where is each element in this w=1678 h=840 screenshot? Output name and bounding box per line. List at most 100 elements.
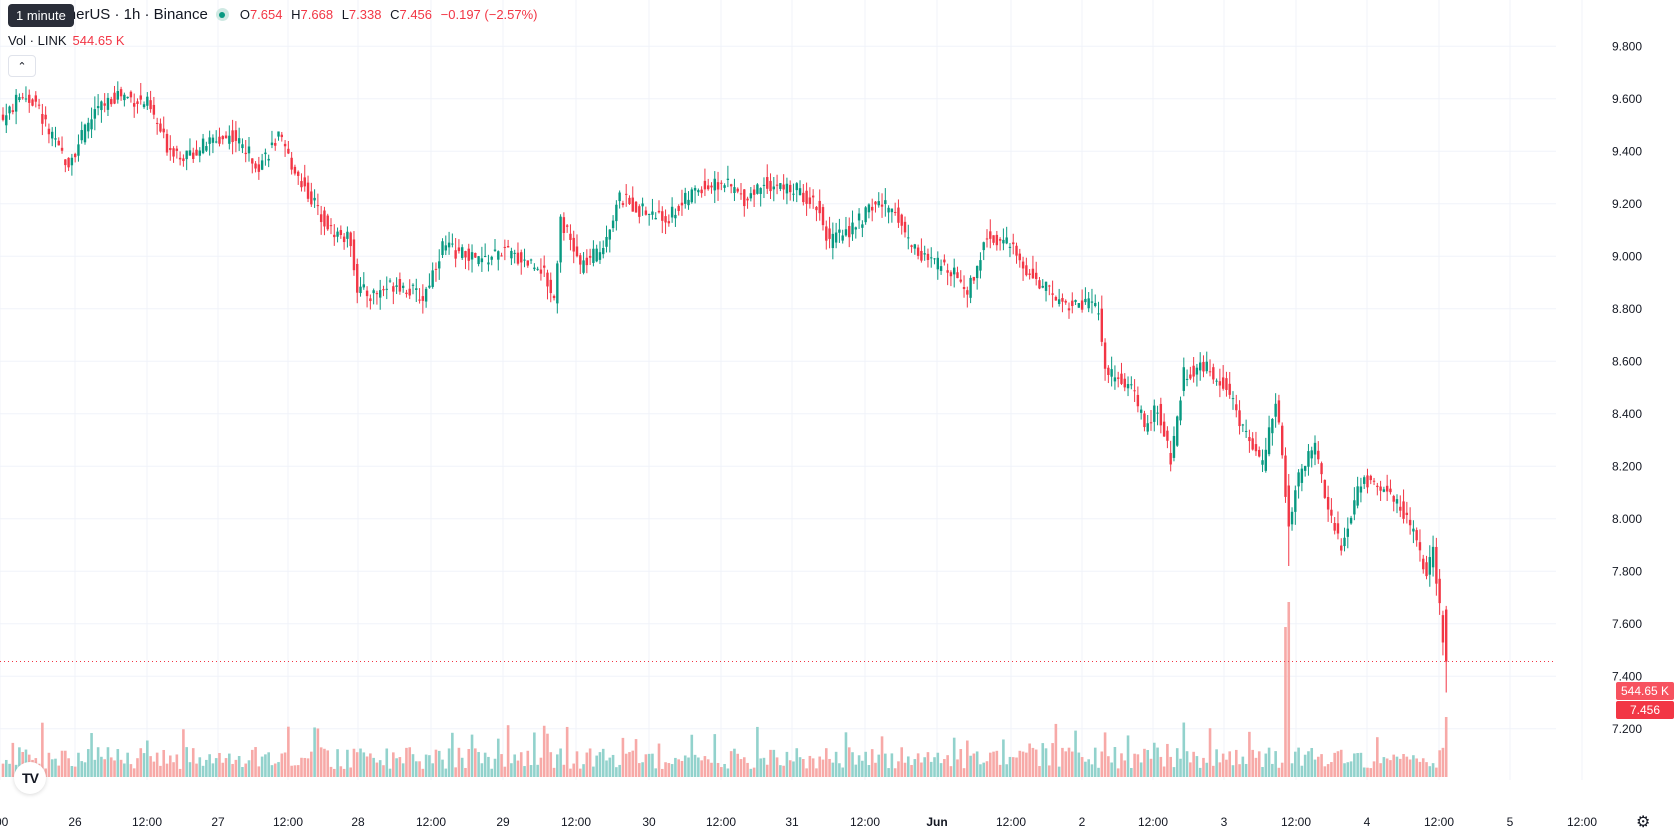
volume-bar xyxy=(136,758,139,777)
candle-body xyxy=(1359,486,1363,493)
volume-bar xyxy=(1307,751,1310,777)
candle-body xyxy=(667,221,671,224)
volume-bar xyxy=(296,765,300,777)
candle-body xyxy=(759,188,762,194)
volume-bar xyxy=(1425,762,1428,777)
volume-bar xyxy=(198,757,202,777)
candle-body xyxy=(234,130,238,141)
volume-bar xyxy=(510,763,513,777)
candle-body xyxy=(726,178,730,180)
volume-bar xyxy=(182,729,185,777)
volume-bar xyxy=(1110,762,1113,777)
volume-bar xyxy=(966,740,969,777)
volume-bar xyxy=(683,755,687,777)
volume-bar xyxy=(1038,766,1041,777)
tradingview-logo[interactable]: TV xyxy=(14,762,46,794)
volume-bar xyxy=(168,755,172,777)
volume-bar xyxy=(834,751,838,777)
volume-bar xyxy=(480,763,484,777)
candle-body xyxy=(31,99,34,106)
candle-body xyxy=(106,97,110,110)
volume-bar xyxy=(943,759,946,777)
volume-bar xyxy=(877,754,881,777)
candle-body xyxy=(559,216,562,263)
candle-body xyxy=(1438,578,1441,604)
candle-body xyxy=(483,255,487,257)
candle-body xyxy=(756,184,759,194)
volume-bar xyxy=(598,752,602,777)
candle-body xyxy=(1441,615,1445,643)
volume-bar xyxy=(867,765,871,777)
volume-bar xyxy=(310,751,313,777)
candle-body xyxy=(1385,485,1389,492)
candle-body xyxy=(513,252,516,254)
candle-body xyxy=(457,247,461,252)
volume-bar xyxy=(195,763,198,777)
volume-bar xyxy=(752,767,756,777)
volume-bar xyxy=(1090,764,1094,777)
volume-bar xyxy=(116,749,120,777)
volume-bar xyxy=(44,768,47,777)
volume-bar xyxy=(214,758,218,777)
candle-body xyxy=(359,286,362,294)
volume-bar xyxy=(1290,763,1294,777)
candle-body xyxy=(300,181,303,188)
candle-body xyxy=(1349,517,1353,524)
candle-body xyxy=(1412,528,1415,532)
volume-bar xyxy=(408,747,412,777)
volume-bar xyxy=(362,752,366,777)
volume-bar xyxy=(677,759,680,777)
volume-bar xyxy=(618,764,621,777)
close-value: 7.456 xyxy=(399,7,433,22)
volume-bar xyxy=(228,753,231,777)
candle-body xyxy=(815,206,818,211)
candle-body xyxy=(795,183,798,191)
volume-bar xyxy=(824,748,828,777)
volume-bar xyxy=(290,765,293,777)
volume-bar xyxy=(697,757,700,777)
volume-bar xyxy=(772,749,776,777)
volume-bar xyxy=(720,767,723,777)
candle-body xyxy=(1228,383,1231,395)
volume-bar xyxy=(1313,759,1317,777)
candle-body xyxy=(87,122,90,132)
x-tick-label: 12:00 xyxy=(273,815,303,829)
candle-body xyxy=(592,248,595,263)
volume-bar xyxy=(1130,767,1133,777)
volume-bar xyxy=(657,743,661,777)
volume-value: 544.65 K xyxy=(72,33,125,48)
interval-tooltip: 1 minute xyxy=(8,4,74,27)
candle-body xyxy=(1274,403,1277,417)
candle-body xyxy=(218,136,221,144)
candle-body xyxy=(73,153,77,158)
volume-bar xyxy=(64,750,67,777)
volume-bar xyxy=(674,757,677,777)
candle-body xyxy=(975,265,979,279)
volume-bar xyxy=(385,748,389,777)
volume-bar xyxy=(264,754,267,777)
candle-body xyxy=(1320,463,1323,475)
volume-bar xyxy=(241,767,244,777)
volume-bar xyxy=(205,759,208,777)
candle-body xyxy=(529,259,533,261)
candle-body xyxy=(867,204,871,213)
volume-bar xyxy=(805,768,808,777)
gear-icon[interactable]: ⚙ xyxy=(1636,814,1651,831)
candle-body xyxy=(418,299,421,301)
volume-bar xyxy=(854,764,858,777)
volume-bar xyxy=(178,768,182,777)
volume-bar xyxy=(250,749,254,777)
candle-body xyxy=(1418,542,1422,551)
x-tick-label: 30 xyxy=(642,815,656,829)
candle-body xyxy=(520,252,523,263)
volume-bar xyxy=(1277,767,1281,777)
volume-bar xyxy=(1287,602,1291,777)
candle-body xyxy=(474,252,477,258)
volume-bar xyxy=(687,757,690,777)
volume-bar xyxy=(139,748,143,777)
candle-body xyxy=(162,128,165,133)
volume-bars xyxy=(1,602,1448,777)
collapse-legend-button[interactable]: ⌃ xyxy=(8,55,36,77)
